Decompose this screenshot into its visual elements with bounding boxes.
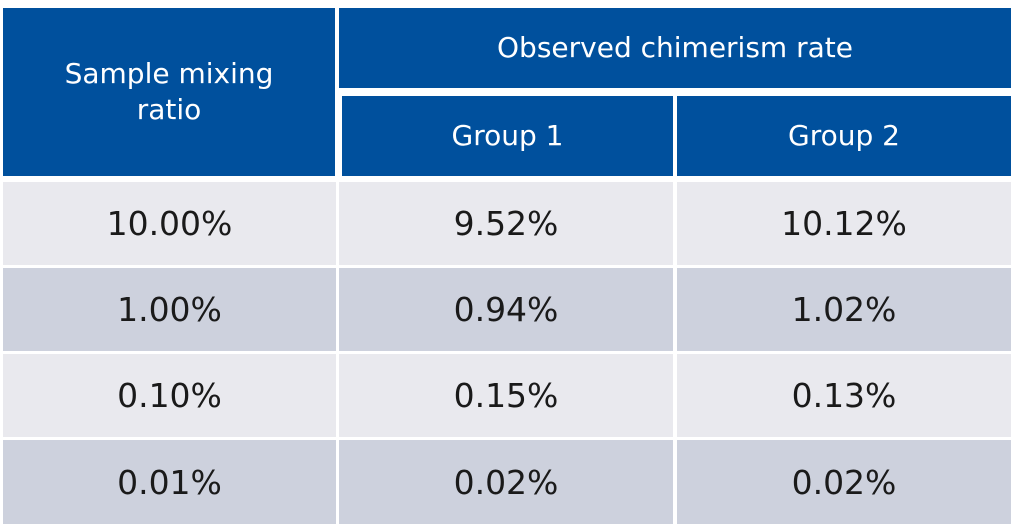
cell-ratio: 0.01% [117,462,222,502]
header-group-2: Group 2 [677,96,1011,176]
cell-group-2: 0.13% [791,376,897,415]
cell-group-1: 9.52% [453,204,559,243]
cell-group-1: 0.94% [453,290,559,329]
table-row-2-group-2: 1.02% [677,268,1011,351]
table-row-3-group-1: 0.15% [339,354,673,437]
cell-group-2: 0.02% [791,462,897,502]
table-row-1-group-1: 9.52% [339,182,673,265]
header-sample-mixing-ratio: Sample mixing ratio [3,8,335,176]
table-row-2-group-1: 0.94% [339,268,673,351]
table-row-1-ratio: 10.00% [3,182,336,265]
table-row-1-group-2: 10.12% [677,182,1011,265]
header-group-1: Group 1 [342,96,673,176]
header-group-2-label: Group 2 [788,119,900,152]
header-observed-chimerism-rate-label: Observed chimerism rate [497,31,853,64]
table-row-4-group-1: 0.02% [339,440,673,524]
cell-ratio: 1.00% [117,290,222,329]
table-row-3-group-2: 0.13% [677,354,1011,437]
table-row-3-ratio: 0.10% [3,354,336,437]
cell-group-1: 0.15% [453,376,559,415]
header-sample-mixing-ratio-label: Sample mixing ratio [64,57,274,126]
header-group-1-label: Group 1 [451,119,564,152]
table-row-4-ratio: 0.01% [3,440,336,524]
table-row-4-group-2: 0.02% [677,440,1011,524]
cell-group-2: 1.02% [791,290,897,329]
cell-ratio: 10.00% [106,204,233,243]
header-observed-chimerism-rate: Observed chimerism rate [339,8,1011,88]
cell-group-1: 0.02% [453,462,559,502]
table-row-2-ratio: 1.00% [3,268,336,351]
cell-group-2: 10.12% [781,204,907,243]
cell-ratio: 0.10% [117,376,222,415]
